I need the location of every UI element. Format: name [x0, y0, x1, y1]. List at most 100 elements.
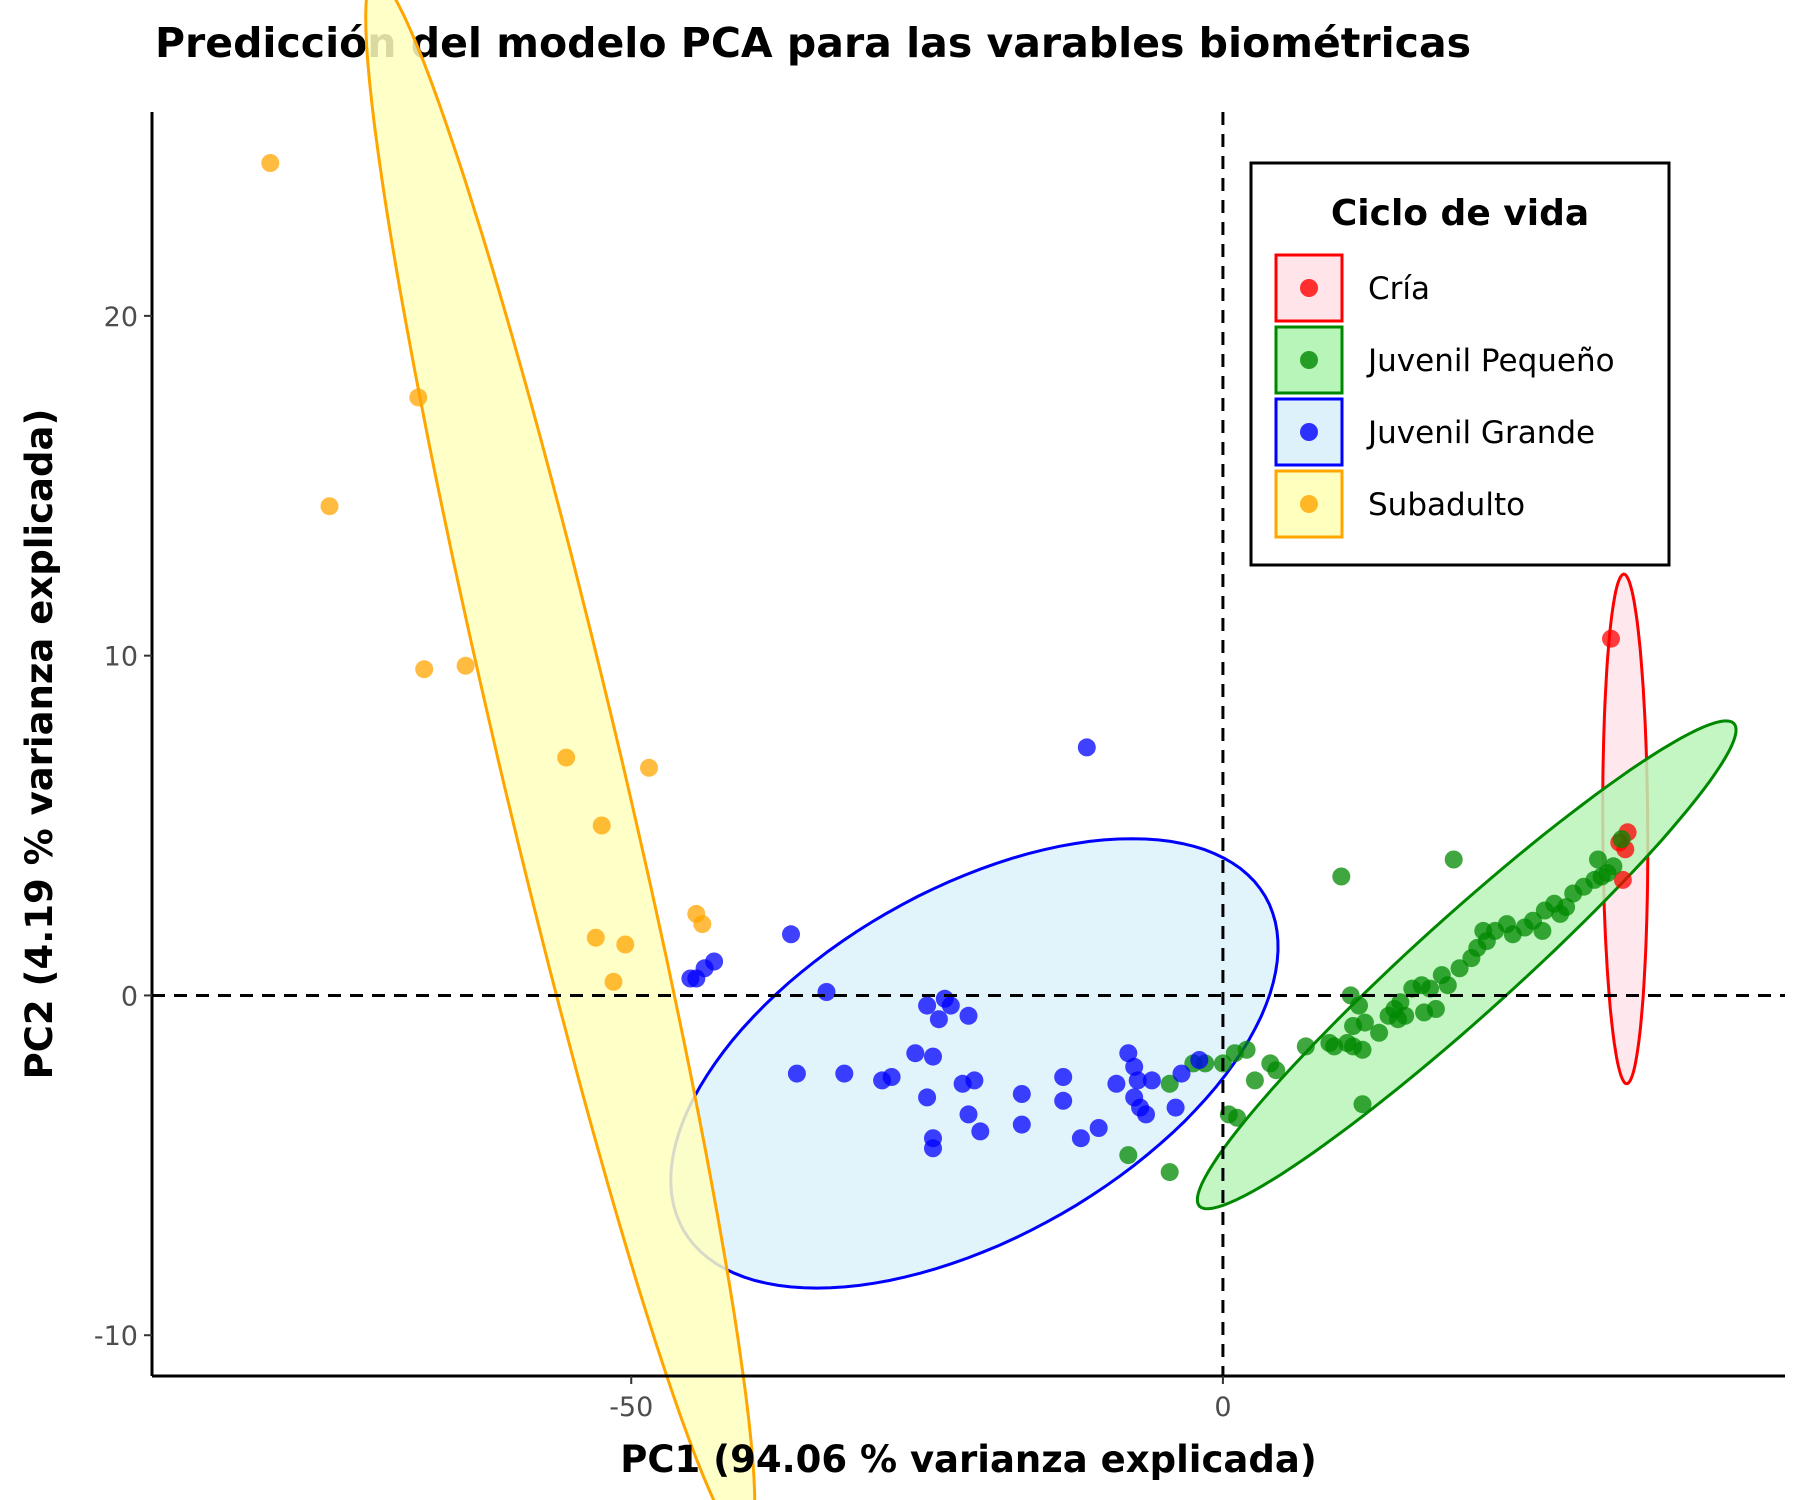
- y-tick-label-1: 0: [121, 981, 138, 1012]
- point-series-1-9: [1119, 1146, 1138, 1165]
- point-series-1-0: [1160, 1074, 1179, 1093]
- point-series-1-12: [1267, 1061, 1286, 1080]
- point-series-1-50: [1557, 898, 1576, 917]
- y-tick-label-2: 10: [104, 642, 138, 673]
- point-series-2-23: [1012, 1115, 1031, 1134]
- confidence-ellipses: [364, 0, 1738, 1500]
- point-series-2-17: [918, 1088, 937, 1107]
- point-series-2-18: [959, 1105, 978, 1124]
- point-series-1-20: [1355, 1013, 1374, 1032]
- legend-label-0: Cría: [1368, 271, 1430, 307]
- point-series-2-41: [835, 1064, 854, 1083]
- point-series-1-55: [1604, 857, 1623, 876]
- point-series-1-36: [1450, 959, 1469, 978]
- point-series-2-29: [1119, 1044, 1138, 1063]
- x-axis-ticks: -50 0: [609, 1376, 1232, 1423]
- point-series-2-34: [1137, 1105, 1155, 1124]
- point-series-1-23: [1370, 1023, 1389, 1042]
- point-series-3-4: [456, 656, 475, 675]
- point-series-3-6: [640, 758, 658, 777]
- point-series-3-2: [320, 497, 339, 516]
- point-series-2-5: [817, 983, 836, 1001]
- point-series-2-4: [681, 969, 700, 988]
- legend-key-3: [1274, 469, 1344, 539]
- point-series-3-0: [261, 154, 280, 172]
- point-series-1-56: [1592, 867, 1611, 886]
- point-series-2-40: [787, 1064, 806, 1083]
- y-tick-label-3: 20: [104, 302, 138, 333]
- x-axis-title: PC1 (94.06 % varianza explicada): [620, 1438, 1316, 1481]
- point-series-2-37: [1172, 1064, 1191, 1083]
- point-series-3-11: [616, 935, 635, 954]
- point-series-2-22: [1012, 1085, 1031, 1103]
- point-series-2-10: [959, 1006, 978, 1025]
- point-series-1-61: [1589, 850, 1607, 869]
- point-series-3-10: [586, 928, 605, 947]
- point-series-1-58: [1444, 850, 1463, 869]
- x-tick-label-1: 0: [1214, 1392, 1231, 1423]
- chart-title: Predicción del modelo PCA para las varab…: [155, 19, 1471, 67]
- point-series-1-5: [1237, 1040, 1256, 1059]
- point-series-3-9: [693, 915, 712, 934]
- point-series-1-35: [1415, 1003, 1434, 1022]
- legend-marker-0: [1300, 279, 1318, 297]
- legend-items: Cría Juvenil Pequeño Juvenil Grande Subadul…: [1274, 253, 1615, 539]
- point-series-2-8: [929, 1010, 948, 1029]
- y-tick-label-0: -10: [94, 1321, 138, 1352]
- point-series-2-12: [924, 1047, 942, 1066]
- point-series-2-14: [953, 1074, 972, 1093]
- x-tick-label-0: -50: [609, 1392, 653, 1423]
- point-series-3-1: [409, 388, 428, 407]
- point-series-2-38: [1190, 1051, 1209, 1069]
- point-series-2-31: [1128, 1071, 1147, 1090]
- point-series-2-35: [1142, 1071, 1161, 1090]
- point-series-1-48: [1533, 921, 1552, 940]
- point-series-1-33: [1438, 976, 1457, 995]
- point-series-1-6: [1245, 1071, 1264, 1090]
- point-series-2-30: [1125, 1057, 1144, 1076]
- point-series-1-31: [1421, 979, 1439, 998]
- legend: Ciclo de vida Cría Juvenil Pequeño Juvenil…: [1249, 161, 1671, 567]
- legend-label-1: Juvenil Pequeño: [1366, 343, 1615, 379]
- point-series-2-27: [1089, 1119, 1108, 1137]
- point-series-2-36: [1166, 1098, 1185, 1117]
- point-series-0-4: [1613, 870, 1632, 889]
- point-series-2-26: [1071, 1129, 1090, 1148]
- point-series-2-16: [873, 1071, 892, 1090]
- point-series-1-13: [1296, 1037, 1315, 1056]
- point-series-3-7: [592, 816, 611, 835]
- point-series-3-3: [415, 660, 434, 679]
- point-series-1-27: [1396, 1006, 1415, 1025]
- point-series-2-0: [782, 925, 800, 944]
- point-series-1-18: [1353, 1040, 1372, 1059]
- legend-label-3: Subadulto: [1368, 487, 1525, 523]
- reference-lines: [152, 112, 1785, 1376]
- ellipse-series-3: [364, 0, 757, 1500]
- legend-marker-1: [1300, 351, 1318, 369]
- point-series-2-20: [924, 1139, 942, 1158]
- point-series-2-39: [1077, 738, 1096, 757]
- point-series-1-59: [1332, 867, 1351, 886]
- point-series-0-0: [1602, 629, 1620, 648]
- point-series-2-9: [941, 996, 960, 1015]
- legend-marker-3: [1300, 495, 1318, 513]
- legend-marker-2: [1300, 423, 1318, 441]
- point-series-2-11: [906, 1044, 925, 1063]
- point-series-2-28: [1107, 1074, 1126, 1093]
- point-series-2-6: [918, 996, 937, 1015]
- point-series-1-10: [1160, 1163, 1179, 1182]
- point-series-1-8: [1228, 1108, 1247, 1127]
- data-points: [261, 154, 1637, 1182]
- y-axis-title: PC2 (4.19 % varianza explicada): [18, 409, 61, 1080]
- legend-title: Ciclo de vida: [1331, 193, 1589, 234]
- point-series-1-60: [1353, 1095, 1372, 1114]
- legend-label-2: Juvenil Grande: [1366, 415, 1595, 451]
- point-series-2-24: [1054, 1068, 1073, 1086]
- point-series-1-28: [1391, 993, 1410, 1012]
- point-series-3-12: [604, 972, 623, 991]
- point-series-1-57: [1612, 830, 1631, 849]
- point-series-2-25: [1054, 1091, 1073, 1110]
- y-axis-ticks: -10 0 10 20: [94, 302, 152, 1352]
- point-series-2-21: [971, 1122, 990, 1141]
